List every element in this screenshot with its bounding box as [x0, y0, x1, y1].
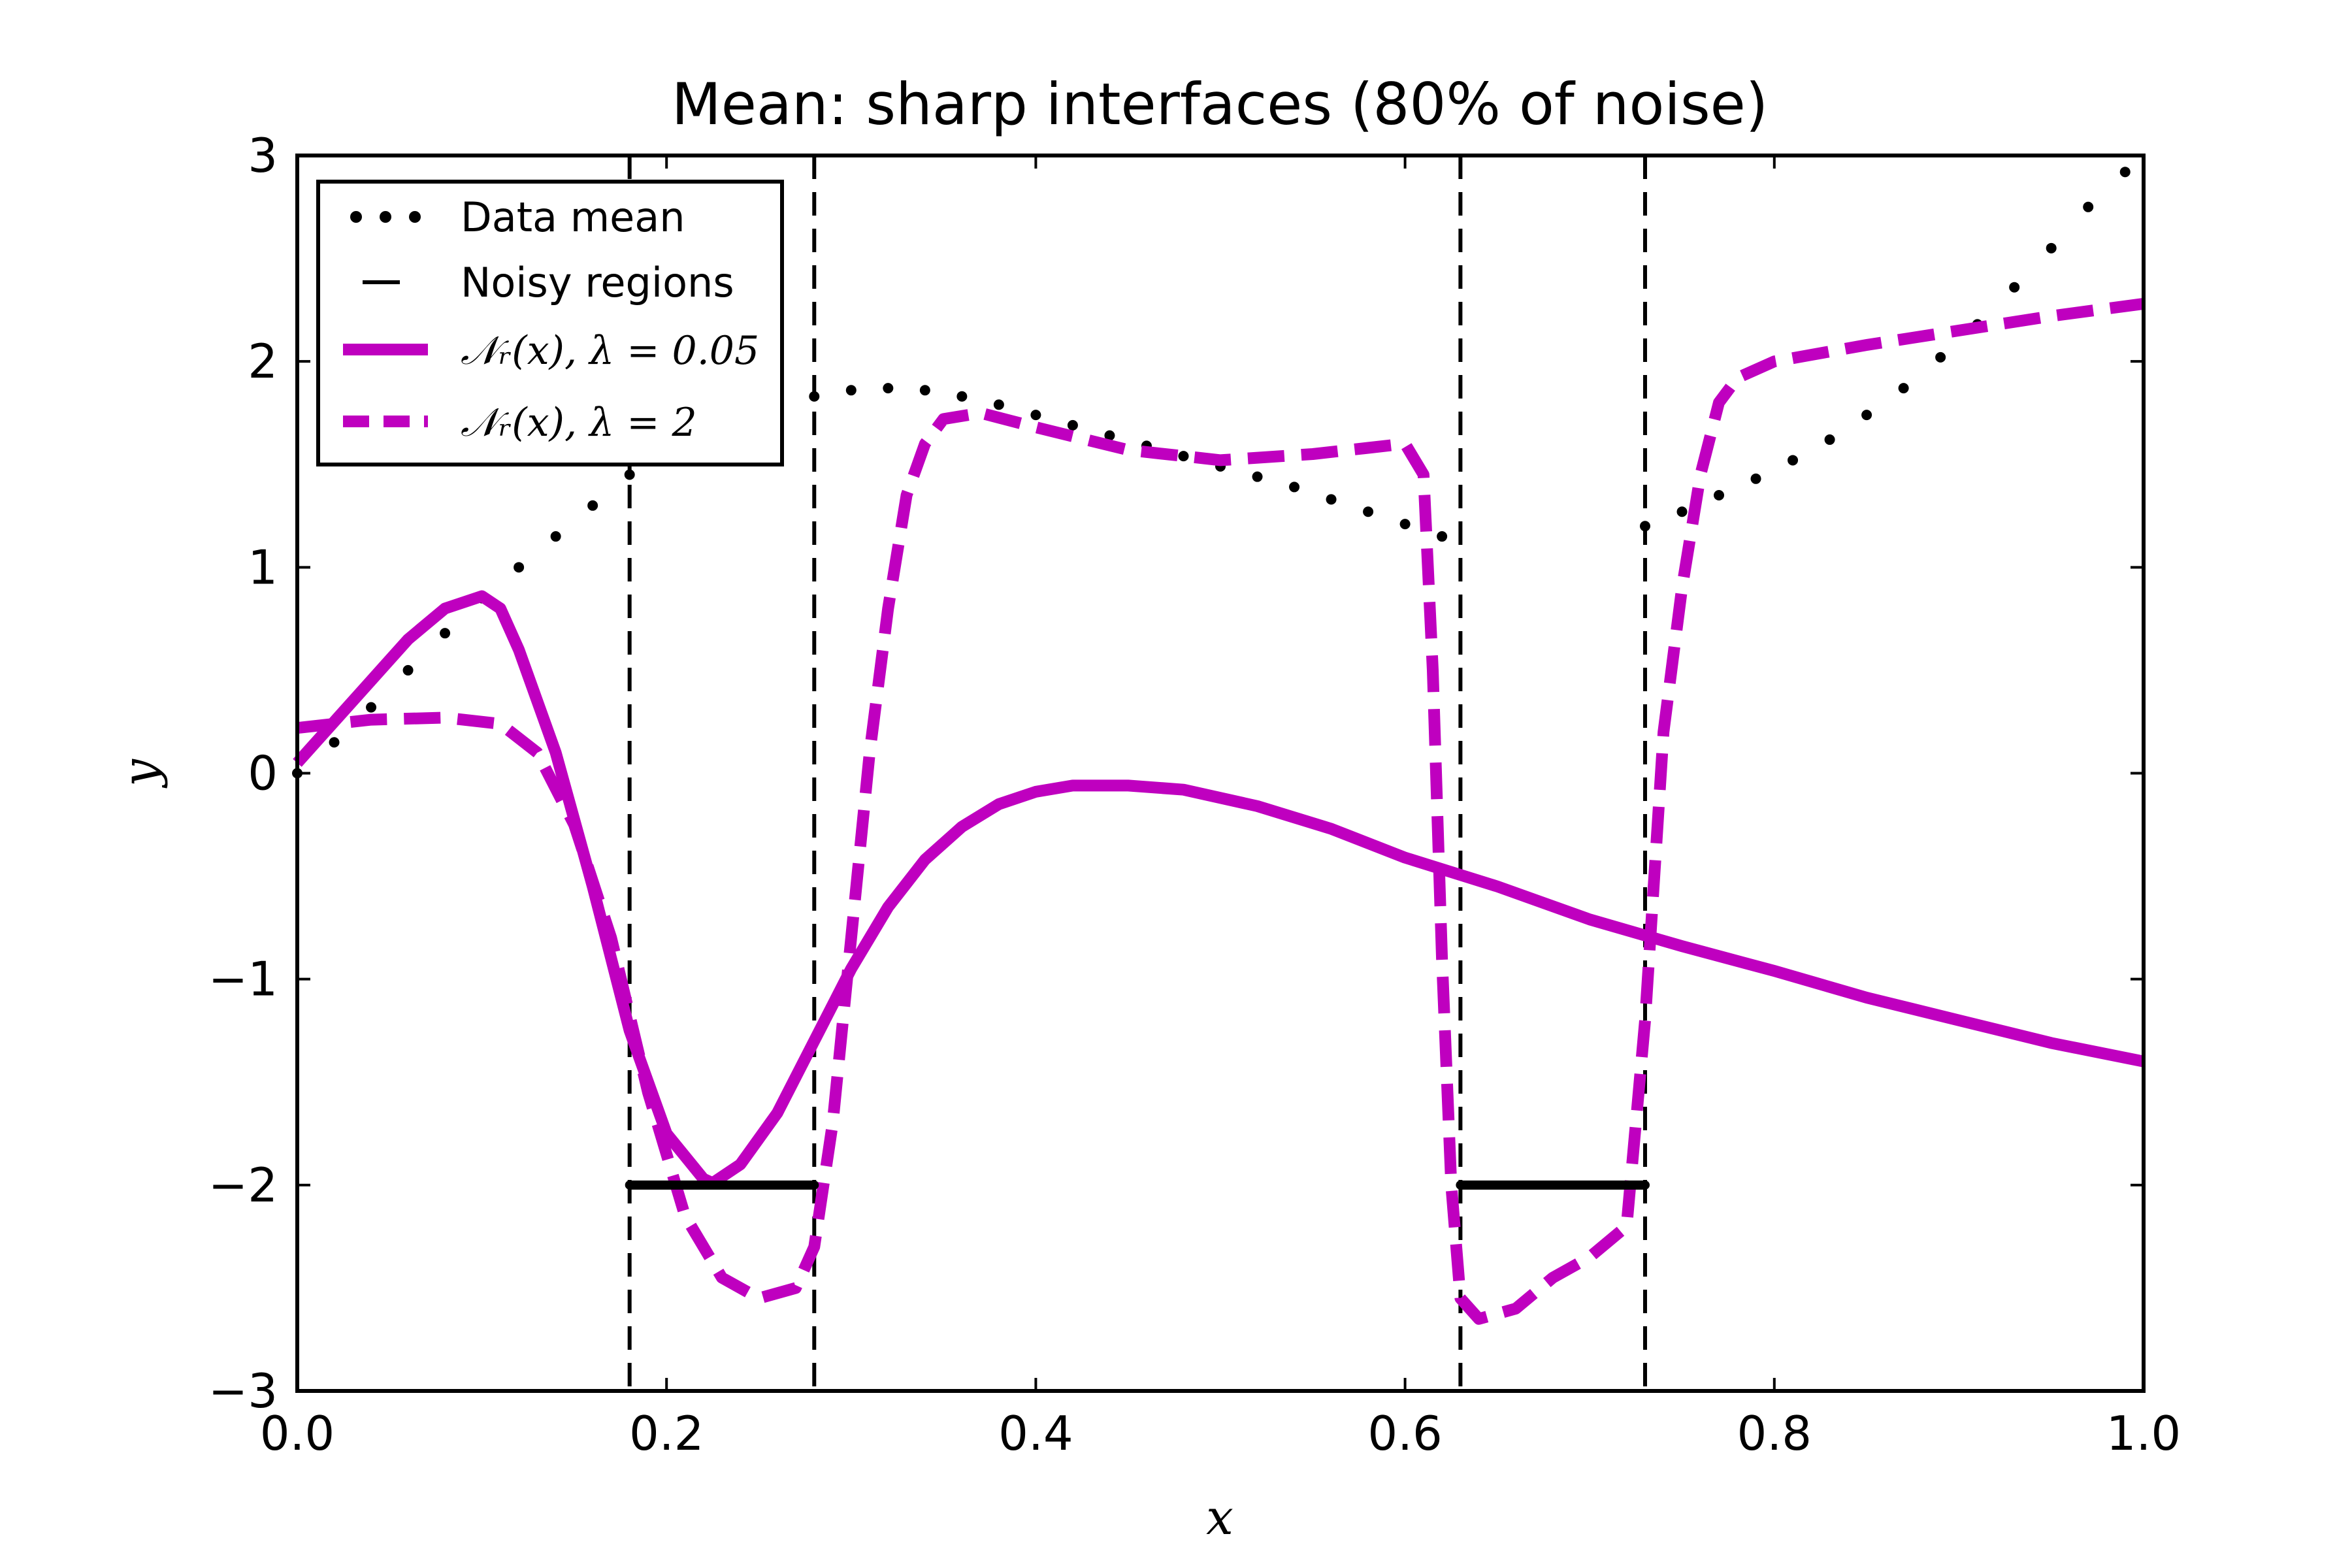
- y-tick-label: −3: [208, 1364, 278, 1418]
- x-tick-label: 1.0: [2106, 1406, 2181, 1461]
- series-layer: [292, 167, 2145, 1325]
- y-tick-label: 1: [248, 540, 278, 595]
- x-tick-label: 0.0: [260, 1406, 335, 1461]
- data-mean-point: [514, 562, 525, 573]
- y-axis-label: y: [112, 759, 169, 789]
- data-mean-point: [1363, 506, 1374, 517]
- legend-handle-dotted: [350, 211, 362, 223]
- y-tick-labels: 3 2 1 0 −1 −2 −3: [208, 128, 278, 1418]
- data-mean-point: [587, 500, 598, 511]
- data-mean-point: [845, 385, 857, 396]
- data-mean-point: [1030, 410, 1041, 421]
- data-mean-point: [2009, 282, 2020, 293]
- x-axis-label: x: [1206, 1490, 1233, 1546]
- chart-title: Mean: sharp interfaces (80% of noise): [672, 71, 1768, 138]
- legend-handle-dotted: [380, 211, 391, 223]
- y-tick-label: 0: [248, 746, 278, 801]
- series-lambda-2-line: [297, 297, 2145, 1325]
- legend-items: Data mean Noisy regions 𝒩ᵣ(x), λ = 0.05 𝒩ᵣ(…: [343, 193, 759, 446]
- data-mean-point: [440, 628, 451, 639]
- series-lambda-0-05-line: [293, 590, 2145, 1189]
- data-mean-point: [1104, 430, 1115, 441]
- data-mean-point: [1714, 490, 1725, 501]
- data-mean-point: [1935, 351, 1946, 363]
- data-mean-point: [1898, 383, 1909, 394]
- x-tick-labels: 0.0 0.2 0.4 0.6 0.8 1.0: [260, 1406, 2181, 1461]
- x-tick-label: 0.2: [629, 1406, 704, 1461]
- x-tick-label: 0.8: [1737, 1406, 1812, 1461]
- x-tick-label: 0.6: [1367, 1406, 1443, 1461]
- data-mean-point: [1252, 471, 1263, 482]
- data-mean-point: [2083, 201, 2094, 212]
- data-mean-point: [883, 383, 894, 394]
- y-tick-label: −2: [208, 1158, 278, 1213]
- data-mean-point: [1326, 494, 1337, 505]
- data-mean-point: [1437, 531, 1448, 542]
- data-mean-point: [1861, 410, 1872, 421]
- x-tick-label: 0.4: [998, 1406, 1073, 1461]
- legend-label: Noisy regions: [461, 259, 734, 306]
- legend-handle-dotted: [409, 211, 421, 223]
- data-mean-point: [329, 737, 340, 748]
- data-mean-point: [1750, 473, 1761, 484]
- data-mean-point: [366, 702, 377, 713]
- legend-label: 𝒩ᵣ(x), λ = 2: [461, 400, 697, 446]
- data-mean-point: [1788, 455, 1799, 466]
- data-mean-point: [993, 399, 1004, 410]
- data-mean-point: [1178, 451, 1189, 462]
- data-mean-point: [2046, 242, 2057, 253]
- data-mean-point: [550, 531, 561, 542]
- data-mean-point: [1824, 434, 1835, 445]
- legend-label: 𝒩ᵣ(x), λ = 0.05: [461, 328, 759, 374]
- legend-label: Data mean: [461, 193, 685, 241]
- data-mean-point: [1639, 521, 1650, 532]
- data-mean-point: [1399, 519, 1411, 530]
- data-mean-point: [402, 664, 414, 676]
- plot-frame: [295, 154, 2146, 1393]
- legend: Data mean Noisy regions 𝒩ᵣ(x), λ = 0.05 𝒩ᵣ(…: [316, 180, 784, 466]
- data-mean-point: [1289, 482, 1300, 493]
- y-tick-label: 3: [248, 128, 278, 183]
- y-tick-label: −1: [208, 952, 278, 1007]
- data-mean-point: [1067, 419, 1078, 431]
- y-tick-label: 2: [248, 334, 278, 389]
- data-mean-point: [624, 469, 635, 480]
- data-mean-point: [956, 391, 968, 402]
- data-mean-point: [2119, 167, 2131, 178]
- data-mean-point: [1676, 506, 1688, 517]
- data-mean-point: [809, 391, 820, 402]
- data-mean-point: [919, 385, 930, 396]
